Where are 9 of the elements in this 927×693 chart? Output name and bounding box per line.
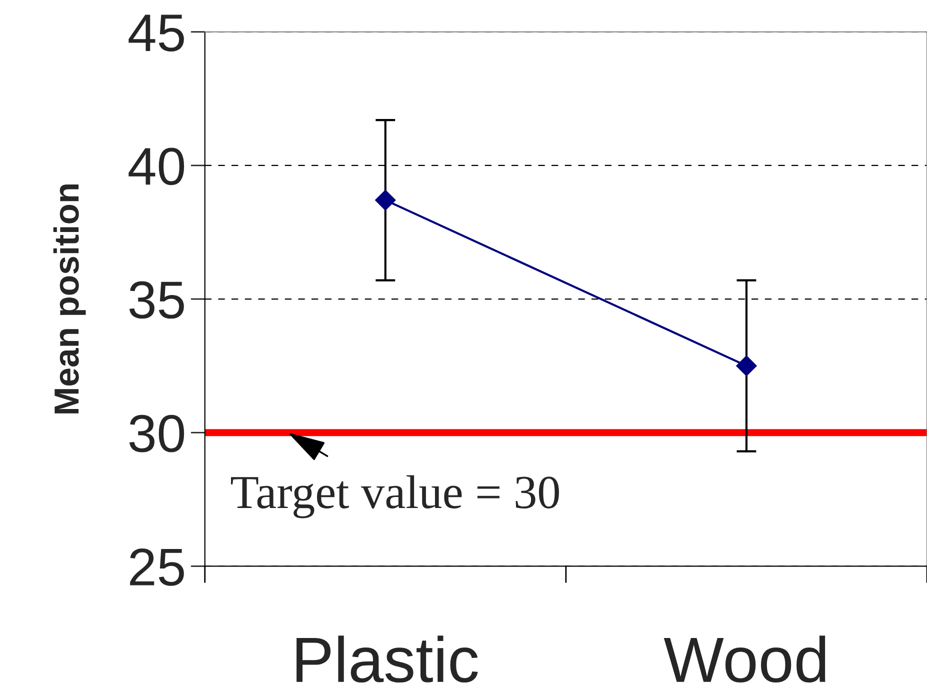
y-tick-label: 45	[128, 14, 184, 52]
ref-line-label: Target value = 30	[231, 475, 559, 518]
x-tick-label: Wood	[664, 636, 826, 683]
x-tick-label: Plastic	[296, 636, 478, 683]
y-axis-title: Mean position	[53, 184, 86, 414]
y-tick-label: 30	[129, 414, 184, 452]
y-tick-label: 40	[128, 148, 184, 186]
y-tick-label: 35	[129, 281, 184, 319]
y-tick-label: 25	[130, 548, 184, 586]
